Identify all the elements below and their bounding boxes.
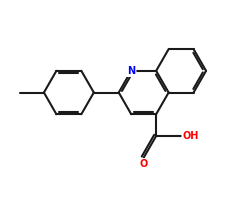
Text: O: O [140, 159, 148, 169]
Text: N: N [127, 66, 135, 76]
Text: OH: OH [182, 131, 199, 141]
